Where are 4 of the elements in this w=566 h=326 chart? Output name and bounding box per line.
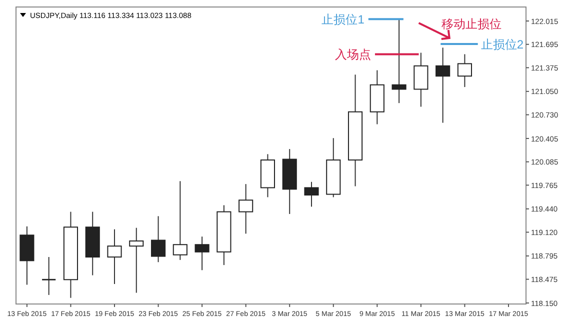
ref-line-label: 入场点 bbox=[334, 48, 371, 62]
annotation: 移动止损位 bbox=[441, 17, 502, 31]
ref-line-label: 止损位1 bbox=[322, 12, 365, 27]
ref-line-label: 止损位2 bbox=[480, 37, 524, 52]
